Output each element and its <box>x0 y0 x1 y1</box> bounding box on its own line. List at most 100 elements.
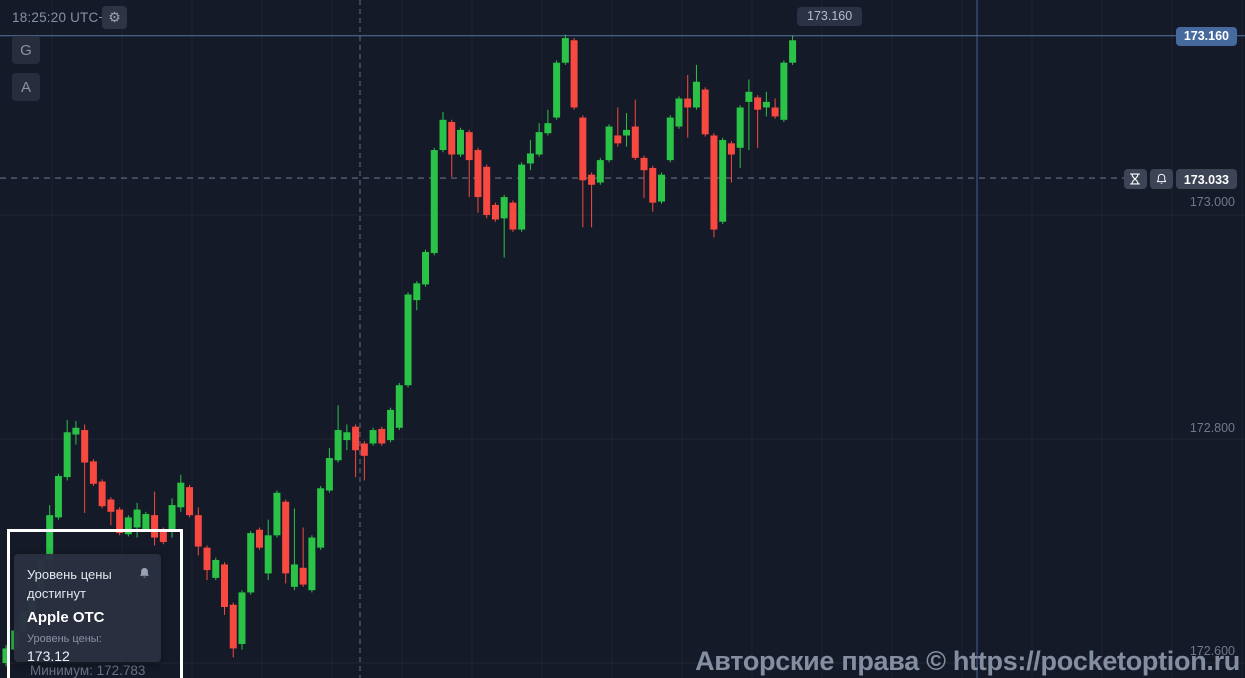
candle <box>456 127 464 157</box>
candle <box>63 419 71 481</box>
candle-body <box>631 126 639 158</box>
candle-body <box>334 430 342 461</box>
candle <box>500 194 508 258</box>
candle <box>623 113 631 147</box>
candle <box>771 98 779 119</box>
candle <box>719 137 727 224</box>
chart-settings-button[interactable]: ⚙ <box>102 6 127 29</box>
candle <box>596 157 604 185</box>
candle <box>282 499 290 584</box>
candle-body <box>247 533 255 593</box>
candle-body <box>299 567 307 585</box>
gear-icon: ⚙ <box>108 9 121 25</box>
candle <box>710 133 718 238</box>
candle <box>483 164 491 219</box>
sidebar-button-g[interactable]: G <box>12 36 40 64</box>
minimum-price-label: Минимум: 172.783 <box>30 663 146 678</box>
candle-body <box>194 515 202 547</box>
candle-body <box>745 91 753 102</box>
candle-body <box>360 443 368 456</box>
price-tooltip-label: 173.160 <box>797 7 863 26</box>
candle <box>2 645 10 667</box>
candle-body <box>151 515 159 538</box>
candle-body <box>483 166 491 215</box>
candle <box>491 202 499 222</box>
candle-body <box>404 294 412 386</box>
candle-body <box>72 427 80 435</box>
price-alert-notification[interactable]: Уровень цены достигнут Apple OTC Уровень… <box>14 554 161 664</box>
candle <box>570 38 578 110</box>
candle <box>640 155 648 199</box>
candle <box>465 129 473 198</box>
candle <box>736 105 744 168</box>
bell-icon <box>140 567 149 578</box>
y-axis-label: 173.000 <box>1189 195 1235 209</box>
candle-body <box>203 547 211 571</box>
candle-body <box>81 430 89 463</box>
candle <box>658 172 665 204</box>
candle-body <box>124 517 132 535</box>
candle-body <box>684 98 692 108</box>
candle-body <box>273 492 281 536</box>
candle-body <box>719 139 727 222</box>
alert-bell-button[interactable] <box>1149 169 1173 189</box>
candle-body <box>413 283 421 301</box>
candle <box>54 473 62 520</box>
candle-body <box>658 174 665 202</box>
candle-body <box>649 167 657 203</box>
candle-body <box>282 501 290 574</box>
candle-body <box>448 122 456 155</box>
candle-body <box>509 202 517 230</box>
candle-body <box>54 475 62 518</box>
candle <box>264 519 272 581</box>
candle <box>203 545 211 581</box>
sidebar-button-a[interactable]: A <box>12 73 40 101</box>
candle <box>378 426 386 446</box>
candle <box>290 508 298 591</box>
alert-expiration-button[interactable] <box>1123 169 1147 189</box>
candle-body <box>623 129 631 136</box>
candle-body <box>290 564 298 587</box>
candle-body <box>186 487 194 516</box>
candle <box>124 515 132 537</box>
candle <box>588 172 596 228</box>
candle <box>614 107 622 147</box>
candle-body <box>596 160 604 183</box>
candle-body <box>456 129 464 155</box>
candle-body <box>395 385 403 428</box>
candle-body <box>553 62 561 118</box>
candle-body <box>238 592 246 644</box>
candle-body <box>177 482 185 508</box>
candle <box>518 162 526 232</box>
candle-body <box>46 515 54 560</box>
candle <box>255 527 263 550</box>
candle <box>666 115 674 163</box>
candle <box>221 562 228 615</box>
candle-body <box>133 509 141 528</box>
candle <box>142 511 150 532</box>
candle <box>780 60 788 123</box>
candle-body <box>387 409 395 441</box>
candle-body <box>378 428 386 444</box>
candle-body <box>229 604 237 649</box>
candle-body <box>343 432 351 441</box>
candle-body <box>771 107 779 117</box>
candle <box>544 109 552 136</box>
candle-body <box>63 432 71 478</box>
copyright-watermark: Авторские права © https://pocketoption.r… <box>695 646 1240 676</box>
candle <box>81 424 89 513</box>
candle-body <box>142 514 150 530</box>
alert-price-badge[interactable]: 173.033 <box>1175 169 1237 189</box>
candle-body <box>491 204 499 220</box>
candle-body <box>518 164 526 230</box>
candle <box>89 459 97 487</box>
candle-body <box>640 157 648 171</box>
bell-icon <box>1156 173 1166 184</box>
candle <box>107 497 115 526</box>
candle-body <box>439 119 447 151</box>
notification-price-value: 173.12 <box>27 648 70 664</box>
candle <box>212 557 220 581</box>
candle <box>631 99 639 161</box>
candle <box>238 590 246 650</box>
